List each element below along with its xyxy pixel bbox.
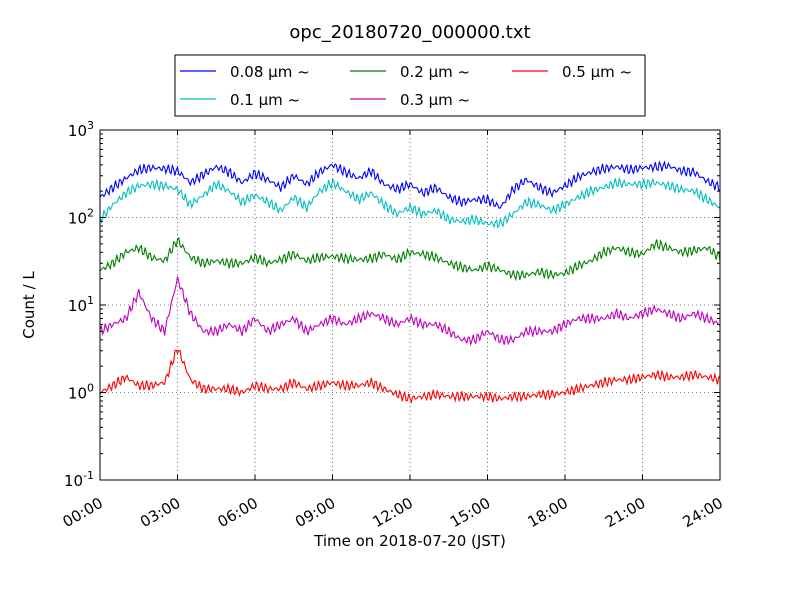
legend-label: 0.5 μm ~ [562,63,632,81]
series-line [99,160,721,209]
y-tick-label: 100 [68,382,94,403]
x-tick-label: 18:00 [525,494,571,531]
legend-label: 0.08 μm ~ [230,63,310,81]
plot-area: 00:00 03:00 06:00 09:00 12:00 15:00 18:00 21:00… [60,119,726,531]
x-tick-label: 03:00 [137,494,183,531]
series-line [99,349,721,404]
x-tick-label: 00:00 [60,494,106,531]
y-tick-label: 103 [68,119,94,140]
chart-title: opc_20180720_000000.txt [289,22,530,43]
x-tick-label: 21:00 [602,494,648,531]
legend-label: 0.1 μm ~ [230,91,300,109]
y-tick-label: 10-1 [64,469,94,490]
x-tick-label: 12:00 [370,494,416,531]
x-tick-label: 06:00 [215,494,261,531]
legend-frame [174,54,646,117]
y-axis-label: Count / L [20,271,38,339]
series-line [99,276,721,347]
x-tick-label: 15:00 [447,494,493,531]
legend-label: 0.3 μm ~ [400,91,470,109]
x-tick-label: 09:00 [292,494,338,531]
legend-label: 0.2 μm ~ [400,63,470,81]
series-line [99,236,721,282]
y-tick-label: 102 [68,207,94,228]
series-line [99,176,721,229]
x-axis-label: Time on 2018-07-20 (JST) [313,532,506,550]
legend: 0.08 μm ~ 0.1 μm ~ 0.2 μm ~ 0.3 μm ~ 0.5 μm … [174,54,646,117]
y-tick-label: 101 [68,294,94,315]
x-tick-label: 24:00 [680,494,726,531]
